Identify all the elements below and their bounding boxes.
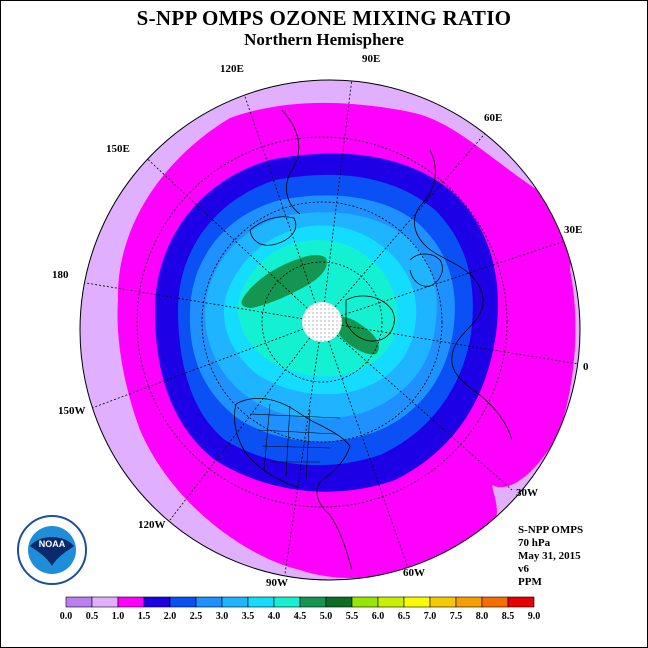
colorbar-tick-label: 7.5 [450, 611, 463, 622]
colorbar-tick-label: 9.0 [528, 611, 541, 622]
colorbar-tick-label: 6.5 [398, 611, 411, 622]
colorbar-tick-labels: 0.0 0.5 1.0 1.5 2.0 2.5 3.0 3.5 4.0 4.5 5.0 5.5 6.0 6… [60, 611, 541, 622]
colorbar-tick-label: 0.5 [86, 611, 99, 622]
colorbar-swatch [65, 596, 93, 608]
noaa-logo: NOAA [17, 515, 87, 585]
colorbar-tick-label: 3.0 [216, 611, 229, 622]
colorbar-swatch [221, 596, 249, 608]
label-30w: 30W [516, 487, 538, 499]
colorbar-tick-label: 0.0 [60, 611, 73, 622]
colorbar-tick-label: 1.5 [138, 611, 151, 622]
label-60e: 60E [484, 112, 502, 124]
label-0: 0 [583, 361, 589, 373]
label-90w: 90W [266, 577, 288, 589]
meridian-150e [139, 151, 323, 323]
colorbar-tick-label: 1.0 [112, 611, 125, 622]
meridian-30e [321, 239, 569, 323]
map-subtitle: Northern Hemisphere [244, 30, 404, 49]
colorbar-tick-label: 2.0 [164, 611, 177, 622]
map-boundary [79, 79, 581, 581]
colorbar-swatch [91, 596, 119, 608]
label-120w: 120W [138, 519, 166, 531]
colorbar-tick-label: 7.0 [424, 611, 437, 622]
colorbar-swatch [143, 596, 171, 608]
north-america-coast [235, 398, 353, 571]
colorbar-swatch [455, 596, 483, 608]
meridian-120w [169, 321, 323, 521]
colorbar-tick-label: 8.5 [502, 611, 515, 622]
north-america-west-coast [234, 403, 301, 489]
colorbar-tick-label: 8.0 [476, 611, 489, 622]
label-150w: 150W [58, 405, 86, 417]
info-block: S-NPP OMPS 70 hPa May 31, 2015 v6 PPM [518, 524, 583, 589]
lat-circle-70 [261, 261, 383, 383]
colorbar-swatch [299, 596, 327, 608]
colorbar-swatch [507, 596, 535, 608]
label-180: 180 [52, 269, 69, 281]
meridian-90w [284, 321, 323, 575]
colorbar-swatch [325, 596, 353, 608]
logo-text: NOAA [39, 539, 66, 549]
band-4.5-5.0-west [241, 255, 327, 308]
colorbar-swatch [117, 596, 145, 608]
lat-circle-30 [136, 136, 508, 508]
greenland [345, 295, 395, 342]
label-90e: 90E [362, 53, 380, 65]
meridian-0 [321, 321, 579, 365]
graticule [80, 80, 579, 575]
lat-circle-50 [201, 201, 443, 443]
colorbar-swatches [65, 596, 535, 608]
label-60w: 60W [403, 567, 425, 579]
colorbar-tick-label: 6.0 [372, 611, 385, 622]
info-pressure: 70 hPa [518, 537, 551, 549]
map-title: S-NPP OMPS OZONE MIXING RATIO [136, 6, 512, 30]
colorbar-tick-label: 4.0 [268, 611, 281, 622]
meridian-90e [321, 80, 353, 323]
logo-gull [30, 537, 74, 566]
label-150e: 150E [106, 143, 130, 155]
info-date: May 31, 2015 [518, 550, 581, 562]
label-120e: 120E [220, 63, 244, 75]
colorbar-swatch [403, 596, 431, 608]
eurasia-coast [414, 149, 513, 441]
colorbar-swatch [351, 596, 379, 608]
colorbar-tick-label: 2.5 [190, 611, 203, 622]
colorbar-swatch [169, 596, 197, 608]
meridian-60w [321, 321, 409, 569]
colorbar-swatch [429, 596, 457, 608]
colorbar-swatch [377, 596, 405, 608]
info-instrument: S-NPP OMPS [518, 524, 584, 536]
siberia-coast [249, 216, 297, 246]
us-state-lines [249, 403, 341, 481]
meridian-180 [80, 281, 323, 323]
colorbar-tick-label: 5.5 [346, 611, 359, 622]
colorbar-tick-label: 4.5 [294, 611, 307, 622]
colorbar-tick-label: 3.5 [242, 611, 255, 622]
coastlines [234, 109, 513, 571]
colorbar-tick-label: 5.0 [320, 611, 333, 622]
polar-no-data-region [302, 302, 342, 342]
colorbar-swatch [481, 596, 509, 608]
scandinavia [409, 253, 443, 287]
longitude-labels: 90E 60E 30E 0 30W 60W 90W 120W 150W 180 … [52, 53, 589, 589]
info-units: PPM [518, 576, 542, 588]
asia-east-coast [281, 109, 301, 215]
info-version: v6 [518, 563, 529, 575]
colorbar-swatch [273, 596, 301, 608]
colorbar-swatch [247, 596, 275, 608]
label-30e: 30E [564, 224, 582, 236]
meridian-150w [91, 321, 323, 409]
colorbar-swatch [195, 596, 223, 608]
